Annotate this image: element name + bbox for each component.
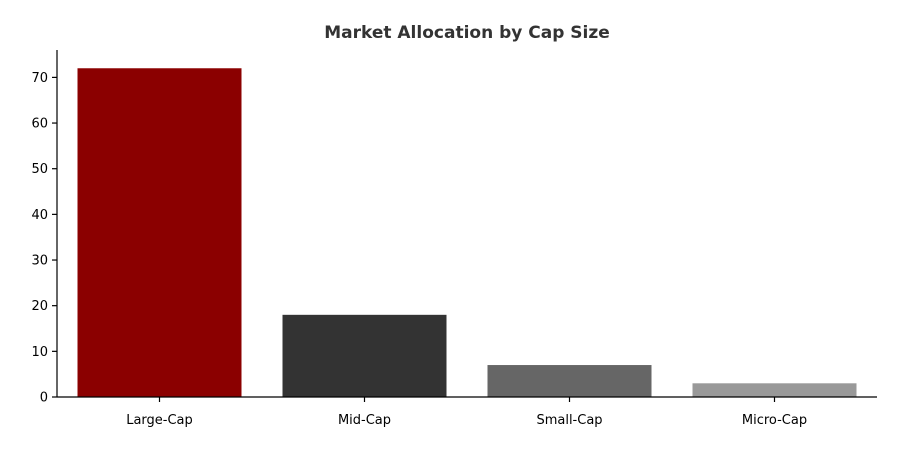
bar-small-cap <box>487 365 652 397</box>
x-tick-label: Mid-Cap <box>338 413 391 428</box>
y-tick-label: 50 <box>31 162 48 177</box>
y-tick-label: 0 <box>40 391 48 406</box>
y-axis-ticks: 0 10 20 30 40 50 60 70 <box>31 71 57 406</box>
y-tick-label: 40 <box>31 208 48 223</box>
bar-mid-cap <box>282 314 447 397</box>
bars-layer <box>77 68 857 397</box>
x-axis-ticks: Large-Cap Mid-Cap Small-Cap Micro-Cap <box>126 397 807 428</box>
bar-large-cap <box>77 68 242 397</box>
bar-micro-cap <box>692 383 857 397</box>
x-tick-label: Large-Cap <box>126 413 193 428</box>
x-tick-label: Micro-Cap <box>742 413 807 428</box>
y-tick-label: 20 <box>31 299 48 314</box>
y-tick-label: 30 <box>31 254 48 269</box>
chart-title: Market Allocation by Cap Size <box>324 23 610 43</box>
y-tick-label: 10 <box>31 345 48 360</box>
y-tick-label: 60 <box>31 117 48 132</box>
x-tick-label: Small-Cap <box>536 413 602 428</box>
y-tick-label: 70 <box>31 71 48 86</box>
